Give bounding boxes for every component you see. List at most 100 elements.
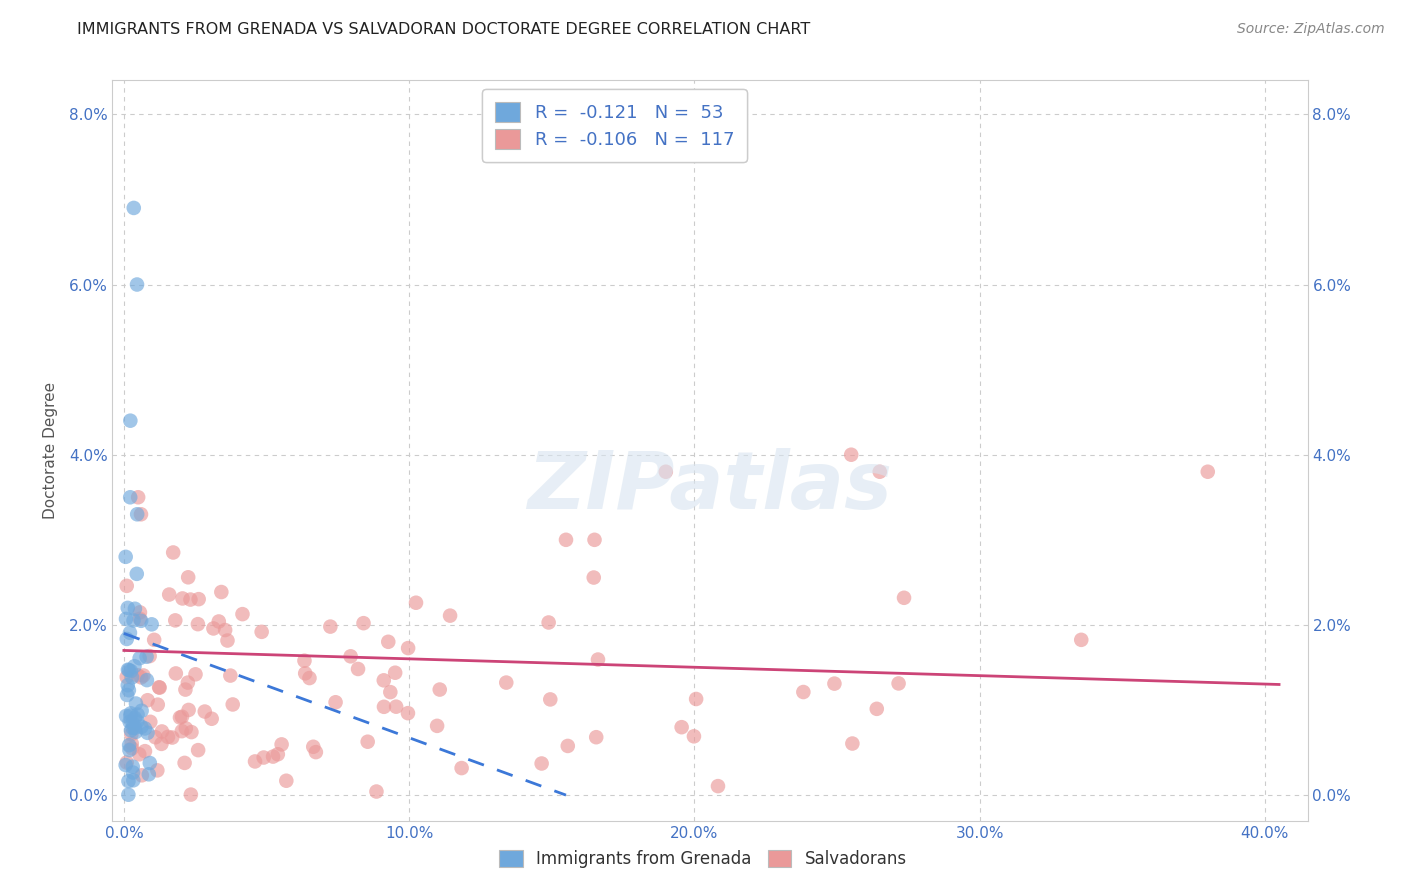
Point xyxy=(121,670,143,684)
Point xyxy=(117,600,139,615)
Point xyxy=(118,738,141,752)
Point xyxy=(120,706,142,721)
Point xyxy=(366,784,388,798)
Point xyxy=(250,624,273,639)
Point xyxy=(319,619,342,633)
Point xyxy=(120,708,142,723)
Point xyxy=(170,724,193,739)
Point xyxy=(118,663,141,677)
Point xyxy=(253,750,276,764)
Point xyxy=(122,773,145,788)
Point xyxy=(127,707,149,722)
Point xyxy=(120,664,142,678)
Point xyxy=(127,490,149,504)
Point xyxy=(187,617,209,632)
Point xyxy=(866,702,889,716)
Point xyxy=(169,710,191,724)
Point xyxy=(538,692,561,706)
Point xyxy=(121,721,143,735)
Point xyxy=(214,623,236,637)
Point xyxy=(385,699,408,714)
Point xyxy=(582,570,605,584)
Point xyxy=(117,788,139,802)
Point xyxy=(150,737,173,751)
Point xyxy=(276,773,298,788)
Point xyxy=(127,714,149,729)
Point xyxy=(557,739,579,753)
Point xyxy=(157,588,180,602)
Point xyxy=(869,465,891,479)
Point xyxy=(165,666,187,681)
Point xyxy=(585,730,607,744)
Point xyxy=(187,592,209,607)
Point xyxy=(118,743,141,757)
Point xyxy=(122,765,145,780)
Legend: R =  -0.121   N =  53, R =  -0.106   N =  117: R = -0.121 N = 53, R = -0.106 N = 117 xyxy=(482,89,747,161)
Point xyxy=(174,722,197,736)
Point xyxy=(117,678,139,692)
Point xyxy=(177,570,200,584)
Text: IMMIGRANTS FROM GRENADA VS SALVADORAN DOCTORATE DEGREE CORRELATION CHART: IMMIGRANTS FROM GRENADA VS SALVADORAN DO… xyxy=(77,22,811,37)
Point xyxy=(128,651,150,665)
Point xyxy=(707,779,730,793)
Point xyxy=(115,756,138,770)
Point xyxy=(115,709,138,723)
Point xyxy=(208,615,231,629)
Point xyxy=(120,490,142,504)
Point xyxy=(380,685,402,699)
Point xyxy=(325,695,347,709)
Point xyxy=(373,673,395,688)
Point xyxy=(202,622,225,636)
Point xyxy=(450,761,472,775)
Point xyxy=(305,745,328,759)
Point xyxy=(219,668,242,682)
Point xyxy=(120,414,142,428)
Point xyxy=(120,723,142,738)
Point xyxy=(115,670,138,684)
Point xyxy=(160,731,183,745)
Text: Source: ZipAtlas.com: Source: ZipAtlas.com xyxy=(1237,22,1385,37)
Point xyxy=(117,774,139,789)
Point xyxy=(184,667,207,681)
Point xyxy=(685,692,707,706)
Point xyxy=(893,591,915,605)
Point xyxy=(172,591,194,606)
Point xyxy=(583,533,606,547)
Point xyxy=(156,730,179,744)
Point xyxy=(180,725,202,739)
Point xyxy=(396,641,419,656)
Point xyxy=(114,549,136,564)
Point xyxy=(377,635,399,649)
Y-axis label: Doctorate Degree: Doctorate Degree xyxy=(42,382,58,519)
Point xyxy=(115,579,138,593)
Point xyxy=(177,703,200,717)
Point xyxy=(174,682,197,697)
Point xyxy=(146,764,169,778)
Point xyxy=(124,601,146,615)
Point xyxy=(125,697,148,711)
Point xyxy=(124,711,146,725)
Point xyxy=(683,729,706,743)
Point xyxy=(146,698,169,712)
Point xyxy=(124,721,146,735)
Point xyxy=(121,736,143,750)
Point xyxy=(122,201,145,215)
Point xyxy=(114,758,136,772)
Point xyxy=(134,744,156,758)
Point xyxy=(134,722,156,736)
Point xyxy=(121,759,143,773)
Point xyxy=(117,663,139,677)
Point xyxy=(655,465,678,479)
Point xyxy=(118,625,141,640)
Point xyxy=(373,699,395,714)
Point xyxy=(841,737,863,751)
Legend: Immigrants from Grenada, Salvadorans: Immigrants from Grenada, Salvadorans xyxy=(492,843,914,875)
Point xyxy=(209,585,232,599)
Point xyxy=(138,649,160,664)
Point xyxy=(222,698,245,712)
Point xyxy=(270,738,292,752)
Point xyxy=(132,668,155,682)
Point xyxy=(165,613,187,627)
Point xyxy=(173,756,195,770)
Point xyxy=(128,747,150,762)
